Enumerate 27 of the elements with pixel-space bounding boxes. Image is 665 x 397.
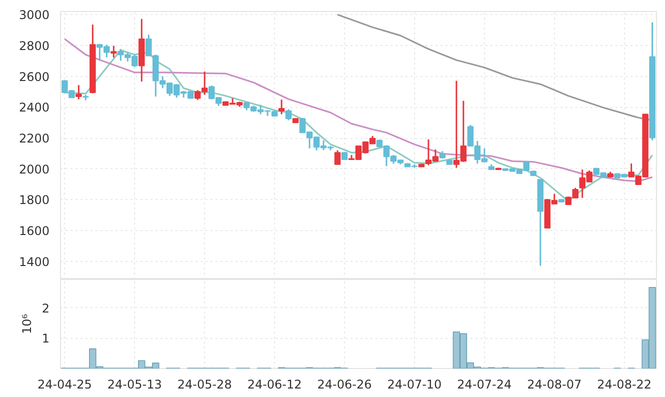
candlestick (76, 84, 82, 100)
y-tick-label: 2400 (18, 100, 50, 115)
y-tick-label: 1400 (18, 254, 50, 269)
candlestick (110, 45, 117, 58)
y-tick-label: 1600 (18, 224, 50, 238)
x-tick-label: 24-05-28 (177, 378, 232, 392)
y-tick-label: 2200 (18, 132, 50, 146)
candlestick (334, 150, 341, 166)
x-tick-label: 24-08-22 (597, 378, 652, 392)
y-tick-label: 2000 (18, 162, 50, 176)
x-tick-label: 24-04-25 (37, 378, 92, 392)
x-tick-label: 24-05-13 (107, 378, 162, 392)
x-tick-label: 24-07-24 (457, 378, 512, 392)
y-axis-title: 10⁶ (20, 314, 34, 334)
x-tick-label: 24-08-07 (527, 378, 582, 392)
y-tick-label: 3000 (18, 8, 50, 22)
y-tick-label: 2800 (18, 38, 50, 53)
line-series (64, 38, 654, 182)
x-tick-label: 24-06-26 (317, 378, 372, 392)
candlestick (285, 108, 292, 122)
candlestick (278, 98, 285, 116)
x-tick-label: 24-06-12 (247, 378, 302, 392)
x-tick-label: 24-07-10 (387, 378, 442, 392)
y-tick-label: 1 (42, 332, 50, 346)
y-tick-label: 2 (42, 301, 50, 316)
y-tick-label: 1800 (18, 193, 50, 208)
y-tick-label: 2600 (18, 70, 50, 84)
